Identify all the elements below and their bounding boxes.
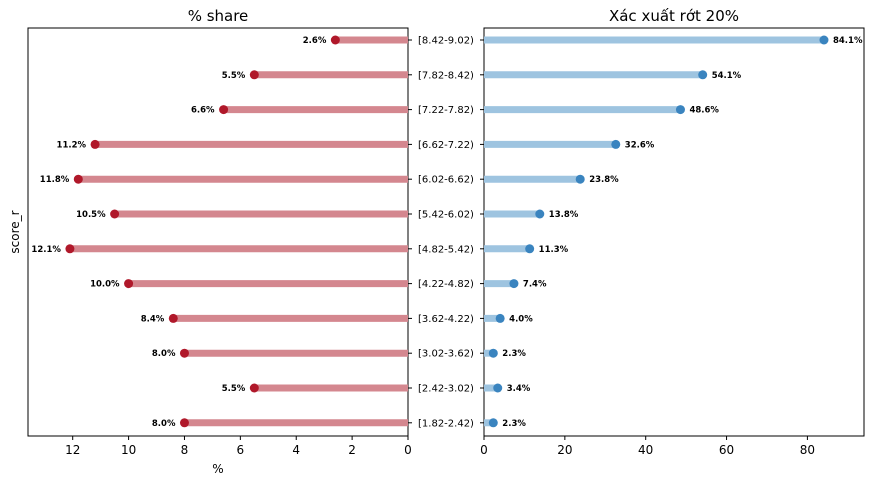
- right-data-label: 32.6%: [625, 140, 655, 150]
- left-data-label: 8.4%: [141, 314, 165, 324]
- left-data-label: 5.5%: [222, 71, 246, 81]
- right-data-label: 23.8%: [589, 175, 619, 185]
- right-dot: [819, 35, 829, 45]
- category-label: [7.82-8.42): [418, 70, 474, 81]
- right-data-label: 54.1%: [712, 71, 742, 81]
- category-label: [6.62-7.22): [418, 140, 474, 151]
- right-data-label: 48.6%: [689, 106, 719, 116]
- left-data-label: 10.0%: [90, 280, 120, 290]
- left-x-tick-label: 4: [292, 443, 300, 457]
- category-label: [3.62-4.22): [418, 314, 474, 325]
- left-dot: [330, 35, 340, 45]
- left-dot: [179, 348, 189, 358]
- right-dot: [495, 313, 505, 323]
- left-data-label: 6.6%: [191, 106, 215, 116]
- right-data-label: 3.4%: [507, 384, 531, 394]
- right-x-tick-label: 0: [480, 443, 488, 457]
- category-label: [2.42-3.02): [418, 384, 474, 395]
- left-data-label: 5.5%: [222, 384, 246, 394]
- right-data-label: 11.3%: [539, 245, 569, 255]
- right-plot-frame: [483, 27, 865, 437]
- left-plot-frame: [27, 27, 409, 437]
- right-dot: [698, 70, 708, 80]
- right-dot: [488, 418, 498, 428]
- right-dot: [493, 383, 503, 393]
- right-data-label: 84.1%: [833, 36, 863, 46]
- right-x-tick-label: 60: [719, 443, 734, 457]
- left-dot: [124, 279, 134, 289]
- left-x-tick-label: 2: [348, 443, 356, 457]
- category-label: [4.82-5.42): [418, 244, 474, 255]
- left-x-tick-label: 0: [404, 443, 412, 457]
- left-dot: [249, 70, 259, 80]
- right-x-tick-label: 80: [800, 443, 815, 457]
- right-data-label: 4.0%: [509, 314, 533, 324]
- left-data-label: 11.8%: [40, 175, 70, 185]
- category-label: [4.22-4.82): [418, 279, 474, 290]
- category-label: [1.82-2.42): [418, 418, 474, 429]
- left-x-axis-label: %: [212, 462, 223, 476]
- left-x-tick-label: 12: [65, 443, 80, 457]
- left-dot: [90, 139, 100, 149]
- left-x-tick-label: 6: [237, 443, 245, 457]
- right-x-tick-label: 20: [557, 443, 572, 457]
- right-data-label: 2.3%: [502, 419, 526, 429]
- category-label: [8.42-9.02): [418, 36, 474, 47]
- left-data-label: 10.5%: [76, 210, 106, 220]
- left-data-label: 12.1%: [31, 245, 61, 255]
- left-data-label: 8.0%: [152, 419, 176, 429]
- left-dot: [73, 174, 83, 184]
- category-label: [3.02-3.62): [418, 349, 474, 360]
- left-x-tick-label: 10: [121, 443, 136, 457]
- category-label: [5.42-6.02): [418, 210, 474, 221]
- right-dot: [535, 209, 545, 219]
- left-dot: [179, 418, 189, 428]
- right-dot: [488, 348, 498, 358]
- left-dot: [65, 244, 75, 254]
- right-data-label: 13.8%: [549, 210, 579, 220]
- right-dot: [575, 174, 585, 184]
- category-labels: [8.42-9.02) [7.82-8.42) [7.22-7.82) [6.62-7…: [418, 36, 474, 430]
- left-data-label: 11.2%: [57, 140, 87, 150]
- right-dot: [509, 279, 519, 289]
- right-x-tick-label: 40: [638, 443, 653, 457]
- right-data-label: 2.3%: [502, 349, 526, 359]
- left-dot: [219, 105, 229, 115]
- right-dot: [525, 244, 535, 254]
- category-label: [7.22-7.82): [418, 105, 474, 116]
- right-plot-area: 0 20 40 60 80 84.1% 54.1% 48.6% 32.6% 23.8% 13.8% 1…: [480, 27, 865, 457]
- left-y-axis-label: score_r: [8, 210, 22, 253]
- left-data-label: 2.6%: [303, 36, 327, 46]
- left-dot: [168, 313, 178, 323]
- left-dot: [249, 383, 259, 393]
- left-chart-title: % share: [188, 7, 249, 25]
- left-x-tick-label: 8: [181, 443, 189, 457]
- left-dot: [110, 209, 120, 219]
- left-data-label: 8.0%: [152, 349, 176, 359]
- category-label: [6.02-6.62): [418, 175, 474, 186]
- right-dot: [611, 139, 621, 149]
- left-plot-area: 12 10 8 6 4 2 0 2.6% 5.5% 6.6% 11.2% 11.8% 10.5% 12.1…: [27, 27, 412, 457]
- right-dot: [675, 105, 685, 115]
- right-chart-title: Xác xuất rớt 20%: [609, 7, 739, 25]
- right-data-label: 7.4%: [523, 280, 547, 290]
